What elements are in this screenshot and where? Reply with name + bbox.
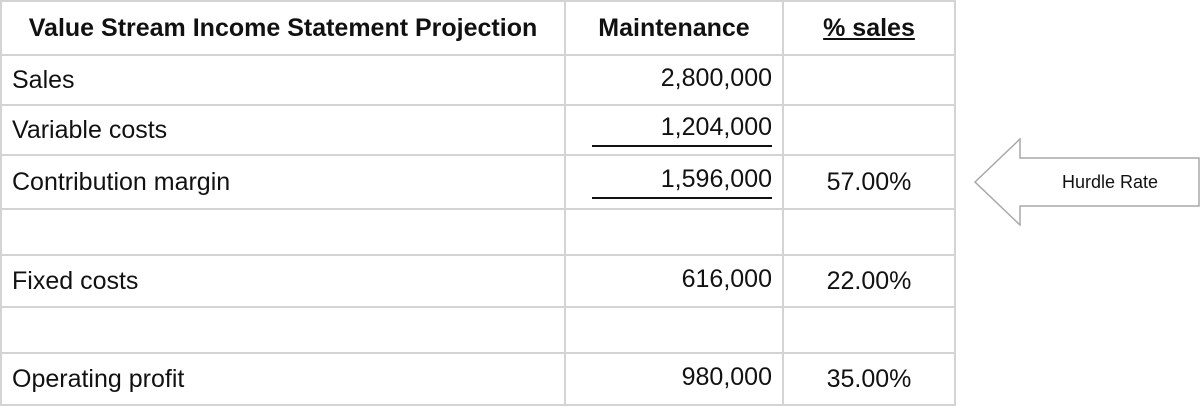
row-label[interactable] xyxy=(0,306,566,354)
value-text: 1,596,000 xyxy=(592,165,772,199)
row-value[interactable]: 1,204,000 xyxy=(564,104,784,156)
value-text: 2,800,000 xyxy=(660,64,772,92)
row-value[interactable]: 2,800,000 xyxy=(564,54,784,106)
row-value[interactable]: 616,000 xyxy=(564,254,784,308)
row-value[interactable] xyxy=(564,306,784,354)
row-pct[interactable] xyxy=(782,104,956,156)
table-row-fixed-costs: Fixed costs 616,000 22.00% xyxy=(0,254,956,308)
row-label[interactable]: Operating profit xyxy=(0,352,566,406)
table-row-operating-profit: Operating profit 980,000 35.00% xyxy=(0,352,956,406)
row-label[interactable]: Fixed costs xyxy=(0,254,566,308)
row-value[interactable]: 980,000 xyxy=(564,352,784,406)
row-label[interactable]: Variable costs xyxy=(0,104,566,156)
hurdle-rate-callout: Hurdle Rate xyxy=(974,138,1200,226)
table-row-blank xyxy=(0,208,956,256)
row-pct[interactable] xyxy=(782,54,956,106)
value-text: 616,000 xyxy=(681,265,772,293)
table-row-sales: Sales 2,800,000 xyxy=(0,54,956,106)
table-title[interactable]: Value Stream Income Statement Projection xyxy=(0,0,566,56)
row-value[interactable]: 1,596,000 xyxy=(564,154,784,210)
table-row-contribution-margin: Contribution margin 1,596,000 57.00% xyxy=(0,154,956,210)
row-pct[interactable]: 57.00% xyxy=(782,154,956,210)
value-text: 980,000 xyxy=(681,363,772,391)
table-row-blank xyxy=(0,306,956,354)
row-label[interactable]: Contribution margin xyxy=(0,154,566,210)
table-row-variable-costs: Variable costs 1,204,000 xyxy=(0,104,956,156)
row-pct[interactable]: 22.00% xyxy=(782,254,956,308)
left-arrow-callout-icon xyxy=(974,138,1200,226)
row-pct[interactable] xyxy=(782,208,956,256)
value-text: 1,204,000 xyxy=(592,113,772,147)
callout-label: Hurdle Rate xyxy=(1061,171,1159,192)
row-pct[interactable]: 35.00% xyxy=(782,352,956,406)
income-statement-table: Value Stream Income Statement Projection… xyxy=(0,0,956,406)
row-label[interactable] xyxy=(0,208,566,256)
row-value[interactable] xyxy=(564,208,784,256)
row-label[interactable]: Sales xyxy=(0,54,566,106)
header-row: Value Stream Income Statement Projection… xyxy=(0,0,956,56)
pct-sales-header[interactable]: % sales xyxy=(782,0,956,56)
maintenance-header[interactable]: Maintenance xyxy=(564,0,784,56)
row-pct[interactable] xyxy=(782,306,956,354)
